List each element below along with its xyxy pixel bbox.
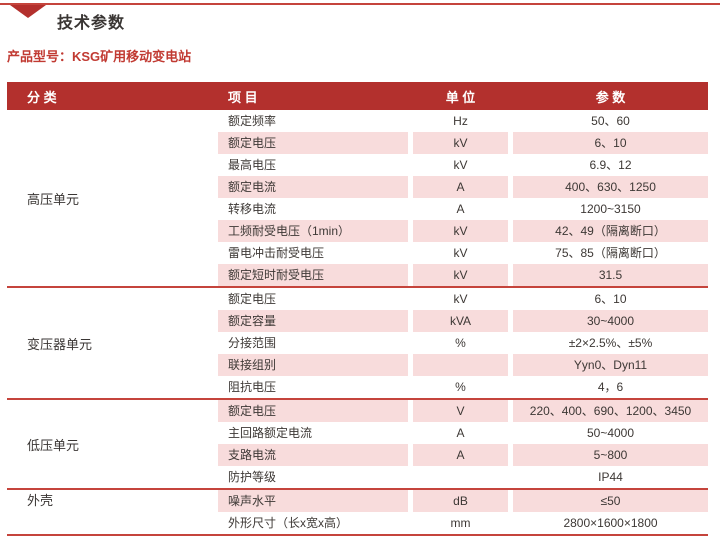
unit-cell: kV <box>413 242 508 264</box>
table-section: 变压器单元 额定电压 kV 6、10 额定容量 kVA 30~4000 分接范围% ±2×2.5… <box>7 286 708 398</box>
unit-cell: mm <box>413 512 508 534</box>
unit-cell: A <box>413 198 508 220</box>
unit-cell: kV <box>413 264 508 286</box>
unit-cell <box>413 354 508 376</box>
item-cell: 主回路额定电流 <box>218 422 408 444</box>
table-section: 低压单元 额定电压 V 220、400、690、1200、3450 主回路额定电流 A 50… <box>7 398 708 488</box>
unit-cell: A <box>413 176 508 198</box>
item-cell: 阻抗电压 <box>218 376 408 398</box>
value-cell: 1200~3150 <box>513 198 708 220</box>
value-cell: 6.9、12 <box>513 154 708 176</box>
table-header-row: 分 类 项 目 单 位 参 数 <box>7 82 708 110</box>
unit-cell: kV <box>413 132 508 154</box>
section-category-label: 变压器单元 <box>7 288 218 398</box>
item-cell: 额定频率 <box>218 110 408 132</box>
value-cell: 31.5 <box>513 264 708 286</box>
spec-table-body: 高压单元 额定频率 Hz 50、60 额定电压 kV 6、10 最高电压 kV 6.9、12 额定电… <box>7 110 708 534</box>
item-cell: 工频耐受电压（1min） <box>218 220 408 242</box>
item-cell: 联接组别 <box>218 354 408 376</box>
value-cell: 2800×1600×1800 <box>513 512 708 534</box>
section-category-label: 外壳 <box>7 490 218 534</box>
item-cell: 支路电流 <box>218 444 408 466</box>
item-cell: 额定电流 <box>218 176 408 198</box>
value-cell: ≤50 <box>513 490 708 512</box>
value-cell: Yyn0、Dyn11 <box>513 354 708 376</box>
value-cell: 50~4000 <box>513 422 708 444</box>
item-cell: 外形尺寸（长x宽x高） <box>218 512 408 534</box>
value-cell: 42、49（隔离断口） <box>513 220 708 242</box>
page-title: 技术参数 <box>57 15 126 32</box>
item-cell: 额定电压 <box>218 400 408 422</box>
item-cell: 防护等级 <box>218 466 408 488</box>
value-cell: 6、10 <box>513 288 708 310</box>
table-section: 外壳 噪声水平 dB ≤50 外形尺寸（长x宽x高） mm 2800×1600×1800 <box>7 488 708 534</box>
unit-cell: A <box>413 444 508 466</box>
value-cell: 75、85（隔离断口） <box>513 242 708 264</box>
triangle-icon <box>10 5 46 18</box>
column-header-unit: 单 位 <box>445 89 476 105</box>
spec-table: 分 类 项 目 单 位 参 数 高压单元 额定频率 Hz 50、60 额定电压 kV 6、1… <box>7 82 708 536</box>
unit-cell: % <box>413 376 508 398</box>
item-cell: 最高电压 <box>218 154 408 176</box>
item-cell: 额定短时耐受电压 <box>218 264 408 286</box>
value-cell: ±2×2.5%、±5% <box>513 332 708 354</box>
unit-cell: kV <box>413 220 508 242</box>
unit-cell: dB <box>413 490 508 512</box>
unit-cell: A <box>413 422 508 444</box>
value-cell: 220、400、690、1200、3450 <box>513 400 708 422</box>
value-cell: 30~4000 <box>513 310 708 332</box>
accent-line <box>0 3 720 5</box>
column-header-item: 项 目 <box>228 89 258 105</box>
table-section: 高压单元 额定频率 Hz 50、60 额定电压 kV 6、10 最高电压 kV 6.9、12 额定电… <box>7 110 708 286</box>
column-header-param: 参 数 <box>595 89 626 105</box>
unit-cell: kV <box>413 154 508 176</box>
item-cell: 分接范围 <box>218 332 408 354</box>
section-category-label: 高压单元 <box>7 110 218 286</box>
value-cell: 4，6 <box>513 376 708 398</box>
value-cell: 50、60 <box>513 110 708 132</box>
item-cell: 额定电压 <box>218 132 408 154</box>
unit-cell: Hz <box>413 110 508 132</box>
product-model-label: 产品型号：KSG矿用移动变电站 <box>7 49 192 64</box>
item-cell: 雷电冲击耐受电压 <box>218 242 408 264</box>
section-category-label: 低压单元 <box>7 400 218 488</box>
item-cell: 额定电压 <box>218 288 408 310</box>
unit-cell: % <box>413 332 508 354</box>
value-cell: 400、630、1250 <box>513 176 708 198</box>
column-header-category: 分 类 <box>27 89 57 105</box>
value-cell: IP44 <box>513 466 708 488</box>
item-cell: 额定容量 <box>218 310 408 332</box>
unit-cell <box>413 466 508 488</box>
unit-cell: kV <box>413 288 508 310</box>
item-cell: 噪声水平 <box>218 490 408 512</box>
value-cell: 6、10 <box>513 132 708 154</box>
item-cell: 转移电流 <box>218 198 408 220</box>
value-cell: 5~800 <box>513 444 708 466</box>
unit-cell: kVA <box>413 310 508 332</box>
unit-cell: V <box>413 400 508 422</box>
